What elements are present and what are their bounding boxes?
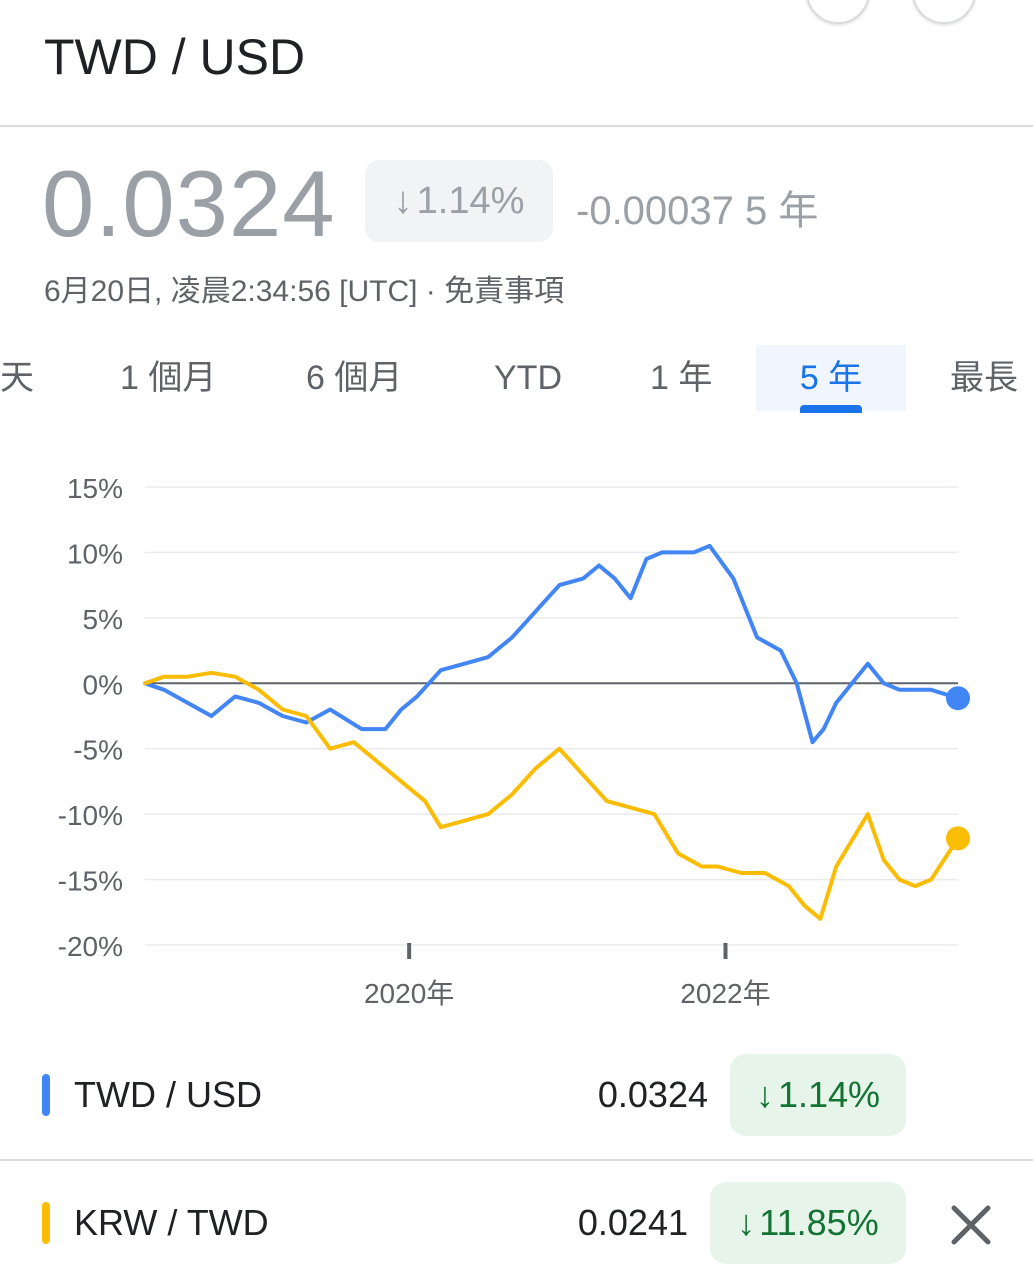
comparison-change: 1.14% [777,1074,881,1115]
share-button[interactable] [806,0,870,24]
current-price: 0.0324 [42,151,336,256]
active-tab-indicator [800,405,862,413]
y-tick-label: 0% [83,669,123,700]
tab-1-month[interactable]: 1 個月 [120,359,217,397]
x-tick-label: 2020年 [364,978,454,1009]
tab-day[interactable]: 天 [0,359,34,397]
series-color-marker [42,1202,50,1244]
series-end-point-0 [946,686,970,711]
change-percent-chip: ↓ 1.14% [365,160,553,242]
y-tick-label: 5% [83,604,123,635]
x-tick-label: 2022年 [680,978,770,1009]
series-end-point-1 [946,826,970,851]
y-tick-label: -20% [58,931,123,962]
more-button[interactable] [912,0,976,24]
comparison-value: 0.0324 [597,1074,708,1115]
tab-max[interactable]: 最長 [950,359,1018,397]
series-line-0 [143,543,960,745]
y-tick-label: -10% [58,800,123,831]
tab-ytd[interactable]: YTD [494,359,562,397]
change-absolute: -0.00037 5 年 [576,189,819,233]
comparison-name: KRW / TWD [74,1202,269,1243]
comparison-change: 11.85% [759,1202,879,1243]
arrow-down-icon: ↓ [737,1202,756,1243]
range-tabs: 天 1 個月 6 個月 YTD 1 年 5 年 最長 [0,345,1033,415]
divider [0,1159,1033,1161]
arrow-down-icon: ↓ [755,1074,774,1115]
tab-5-years[interactable]: 5 年 [756,345,906,411]
divider [0,125,1033,127]
comparison-name: TWD / USD [74,1074,262,1115]
line-chart[interactable]: 15% 10% 5% 0% -5% -10% -15% -20% 2020年 2022年 [0,460,1033,1030]
y-tick-label: 10% [67,538,123,569]
comparison-row[interactable]: KRW / TWD 0.0241 ↓ 11.85% [0,1168,1033,1278]
arrow-down-icon: ↓ [393,179,413,222]
close-icon[interactable] [946,1200,996,1250]
series-color-marker [42,1074,50,1116]
timestamp: 6月20日, 凌晨2:34:56 [UTC] · 免責事項 [44,275,565,308]
pair-title: TWD / USD [44,29,306,85]
y-tick-label: -15% [58,866,123,897]
tab-6-months[interactable]: 6 個月 [306,359,403,397]
series-line-1 [143,670,960,921]
y-tick-label: 15% [67,473,123,504]
comparison-change-chip: ↓ 11.85% [710,1182,906,1264]
tab-1-year[interactable]: 1 年 [650,359,713,397]
y-tick-label: -5% [73,735,123,766]
change-percent: 1.14% [416,179,525,222]
comparison-change-chip: ↓ 1.14% [730,1054,906,1136]
comparison-row[interactable]: TWD / USD 0.0324 ↓ 1.14% [0,1040,1033,1150]
comparison-value: 0.0241 [577,1202,688,1243]
